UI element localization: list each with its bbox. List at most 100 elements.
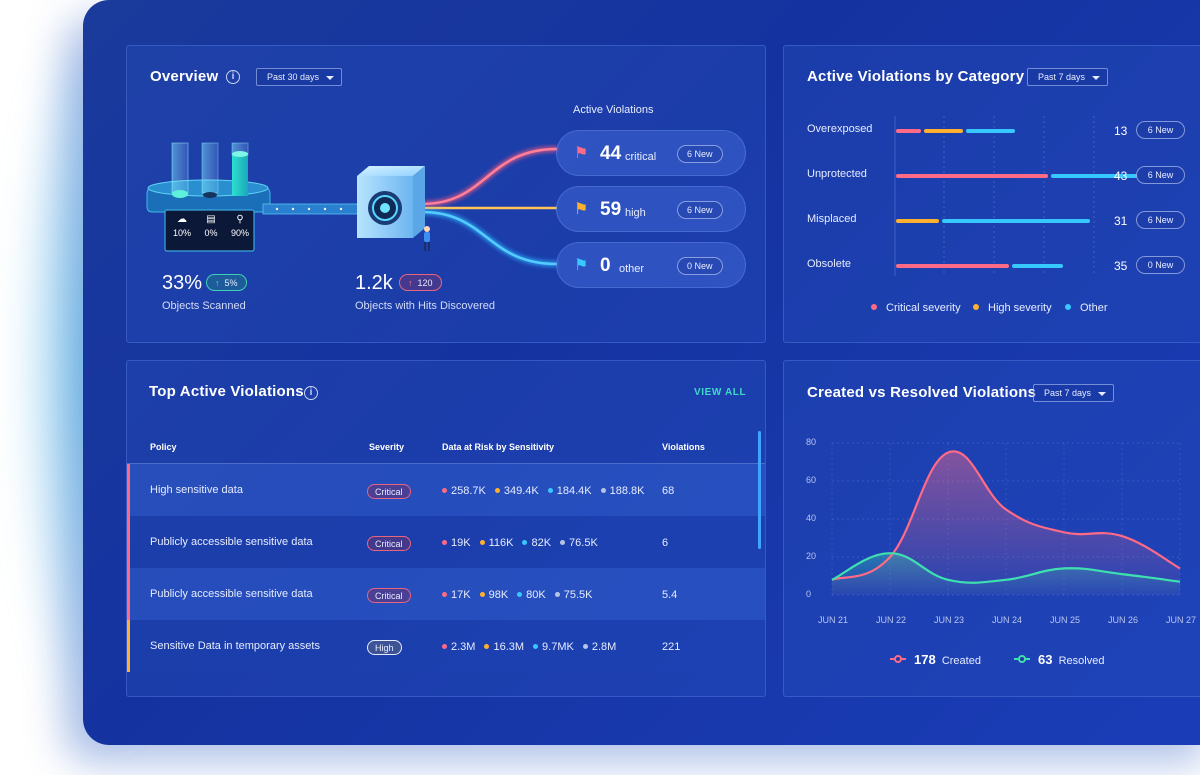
policy-name: Publicly accessible sensitive data bbox=[150, 588, 313, 600]
delta-value: 5% bbox=[224, 278, 238, 288]
view-all-link[interactable]: VIEW ALL bbox=[694, 387, 747, 398]
category-label: Unprotected bbox=[807, 168, 867, 180]
created-total: 178 bbox=[914, 652, 936, 667]
category-count: 43 bbox=[1114, 169, 1128, 183]
category-bar-other bbox=[1012, 264, 1063, 268]
dropdown-value: Past 30 days bbox=[267, 72, 320, 82]
objects-hits-label: Objects with Hits Discovered bbox=[355, 300, 495, 312]
dropdown-value: Past 7 days bbox=[1044, 388, 1092, 398]
pipeline-illustration bbox=[146, 142, 558, 267]
violation-critical[interactable]: ⚑ 44 critical 6 New bbox=[556, 130, 746, 176]
risk-value: 9.7MK bbox=[542, 641, 574, 653]
table-row[interactable]: Sensitive Data in temporary assets High 2.… bbox=[127, 620, 765, 672]
x-tick-label: JUN 21 bbox=[818, 615, 849, 625]
risk-value: 2.3M bbox=[451, 641, 476, 653]
legend-dot bbox=[1065, 304, 1071, 310]
legend-high: High severity bbox=[973, 302, 1052, 314]
readout-value: 0% bbox=[204, 228, 218, 238]
category-bar-high bbox=[924, 129, 963, 133]
legend-critical: Critical severity bbox=[871, 302, 961, 314]
risk-value: 349.4K bbox=[503, 485, 539, 497]
overview-range-dropdown[interactable]: Past 30 days bbox=[256, 68, 343, 86]
new-badge: 6 New bbox=[677, 201, 723, 219]
info-icon[interactable]: i bbox=[304, 386, 318, 400]
risk-value: 80K bbox=[526, 589, 546, 601]
sensitivity-dot bbox=[484, 644, 490, 649]
violation-other[interactable]: ⚑ 0 other 0 New bbox=[556, 242, 746, 288]
column-header-violations: Violations bbox=[662, 442, 705, 452]
readout-value: 90% bbox=[230, 228, 249, 238]
y-tick-label: 60 bbox=[806, 475, 817, 485]
table-row[interactable]: Publicly accessible sensitive data Critic… bbox=[127, 516, 765, 568]
flag-icon: ⚑ bbox=[574, 201, 589, 218]
caret-down-icon bbox=[326, 76, 335, 80]
risk-value: 258.7K bbox=[451, 485, 486, 497]
category-label: Misplaced bbox=[807, 213, 857, 225]
violation-high[interactable]: ⚑ 59 high 6 New bbox=[556, 186, 746, 232]
readout-value: 10% bbox=[172, 228, 191, 238]
legend-created: 178 Created bbox=[890, 652, 981, 667]
severity-badge: Critical bbox=[367, 484, 411, 499]
caret-down-icon bbox=[1098, 392, 1107, 396]
violations-count: 6 bbox=[662, 537, 669, 549]
overview-title: Overview bbox=[150, 68, 219, 85]
risk-value: 75.5K bbox=[563, 589, 593, 601]
sensitivity-dot bbox=[560, 540, 566, 545]
category-bar-critical bbox=[896, 264, 1009, 268]
created-resolved-range-dropdown[interactable]: Past 7 days bbox=[1033, 384, 1115, 402]
new-badge: 0 New bbox=[677, 257, 723, 275]
legend-dot bbox=[871, 304, 877, 310]
delta-value: 120 bbox=[417, 278, 433, 288]
dashboard-window: Overview i Past 30 days bbox=[83, 0, 1200, 745]
category-bar-other bbox=[942, 219, 1090, 223]
category-label: Overexposed bbox=[807, 123, 873, 135]
y-tick-label: 0 bbox=[806, 589, 812, 599]
y-tick-label: 80 bbox=[806, 437, 817, 447]
category-title: Active Violations by Category bbox=[807, 68, 1025, 85]
sensitivity-dot bbox=[582, 644, 588, 649]
caret-down-icon bbox=[1092, 76, 1101, 80]
violations-count: 5.4 bbox=[662, 589, 678, 601]
new-badge: 6 New bbox=[1136, 121, 1185, 139]
x-tick-label: JUN 26 bbox=[1108, 615, 1139, 625]
created-resolved-title: Created vs Resolved Violations bbox=[807, 384, 1037, 401]
sensitivity-dot bbox=[442, 644, 447, 649]
info-icon[interactable]: i bbox=[226, 70, 240, 84]
y-tick-label: 20 bbox=[806, 551, 817, 561]
risk-value: 17K bbox=[451, 589, 471, 601]
sensitivity-dot bbox=[479, 540, 485, 545]
series-area-resolved bbox=[832, 553, 1180, 595]
sensitivity-dot bbox=[517, 592, 523, 597]
row-severity-edge bbox=[127, 568, 130, 620]
active-violations-title: Active Violations bbox=[573, 104, 654, 116]
risk-value: 184.4K bbox=[556, 485, 592, 497]
category-bar-other bbox=[1051, 174, 1137, 178]
category-range-dropdown[interactable]: Past 7 days bbox=[1027, 68, 1109, 86]
category-grid bbox=[894, 116, 1095, 276]
violations-count: 68 bbox=[662, 485, 675, 497]
category-count: 35 bbox=[1114, 259, 1128, 273]
objects-hits-delta: ↑ 120 bbox=[399, 274, 442, 291]
table-row[interactable]: Publicly accessible sensitive data Critic… bbox=[127, 568, 765, 620]
database-icon: ▤ bbox=[206, 214, 216, 225]
x-tick-label: JUN 27 bbox=[1166, 615, 1197, 625]
sensitivity-dot bbox=[442, 488, 447, 493]
data-at-risk: 19K 116K 82K 76.5K bbox=[442, 537, 607, 549]
new-badge: 6 New bbox=[677, 145, 723, 163]
sensitivity-dot bbox=[479, 592, 485, 597]
violation-level: other bbox=[619, 263, 645, 275]
data-at-risk: 258.7K 349.4K 184.4K 188.8K bbox=[442, 485, 654, 497]
risk-value: 188.8K bbox=[609, 485, 645, 497]
violation-count: 44 bbox=[600, 143, 622, 164]
legend-label: High severity bbox=[988, 302, 1052, 314]
column-header-data-at-risk: Data at Risk by Sensitivity bbox=[442, 442, 555, 452]
created-label: Created bbox=[941, 655, 981, 667]
new-badge: 0 New bbox=[1136, 256, 1185, 274]
severity-badge: Critical bbox=[367, 588, 411, 603]
policy-name: High sensitive data bbox=[150, 484, 243, 496]
table-scrollbar[interactable] bbox=[758, 431, 761, 549]
new-badge: 6 New bbox=[1136, 211, 1185, 229]
sensitivity-dot bbox=[533, 644, 539, 649]
table-row[interactable]: High sensitive data Critical 258.7K 349.4K 1… bbox=[127, 464, 765, 516]
legend-other: Other bbox=[1065, 302, 1108, 314]
